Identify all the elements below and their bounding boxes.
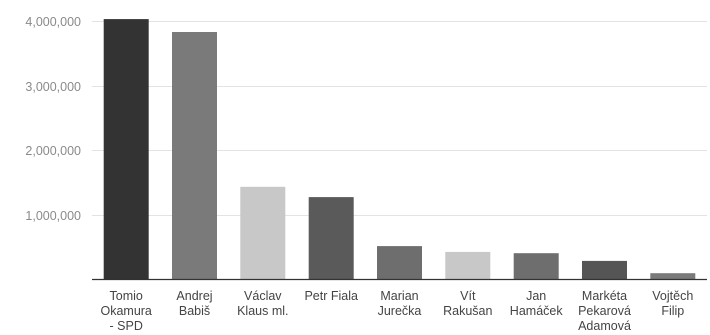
bar (103, 19, 149, 279)
x-category-label: Václav Klaus ml. (237, 289, 288, 318)
bar (513, 253, 559, 279)
y-tick-label: 2,000,000 (25, 144, 81, 158)
y-axis-ticks: 1,000,000 2,000,000 3,000,000 4,000,000 (25, 15, 81, 223)
bar (308, 197, 354, 279)
x-axis-labels: Tomio Okamura - SPD Andrej Babiš Václav Klaus … (100, 289, 693, 333)
y-tick-label: 3,000,000 (25, 80, 81, 94)
x-category-label: Markéta Pekarová Adamová (578, 289, 631, 333)
bar (172, 32, 217, 279)
x-category-label: Jan Hamáček (510, 289, 564, 318)
bar (377, 246, 422, 279)
x-category-label: Petr Fiala (304, 289, 358, 303)
bar (445, 251, 491, 279)
x-category-label: Vít Rakušan (443, 289, 492, 318)
x-category-label: Andrej Babiš (176, 289, 212, 318)
y-tick-label: 4,000,000 (25, 15, 81, 29)
bars (103, 19, 696, 279)
x-category-label: Vojtěch Filip (652, 289, 693, 318)
y-tick-label: 1,000,000 (25, 209, 81, 223)
x-category-label: Tomio Okamura - SPD (100, 289, 151, 333)
x-category-label: Marian Jurečka (378, 289, 422, 318)
bar (650, 273, 696, 279)
bar (582, 260, 627, 279)
bar (240, 186, 286, 279)
